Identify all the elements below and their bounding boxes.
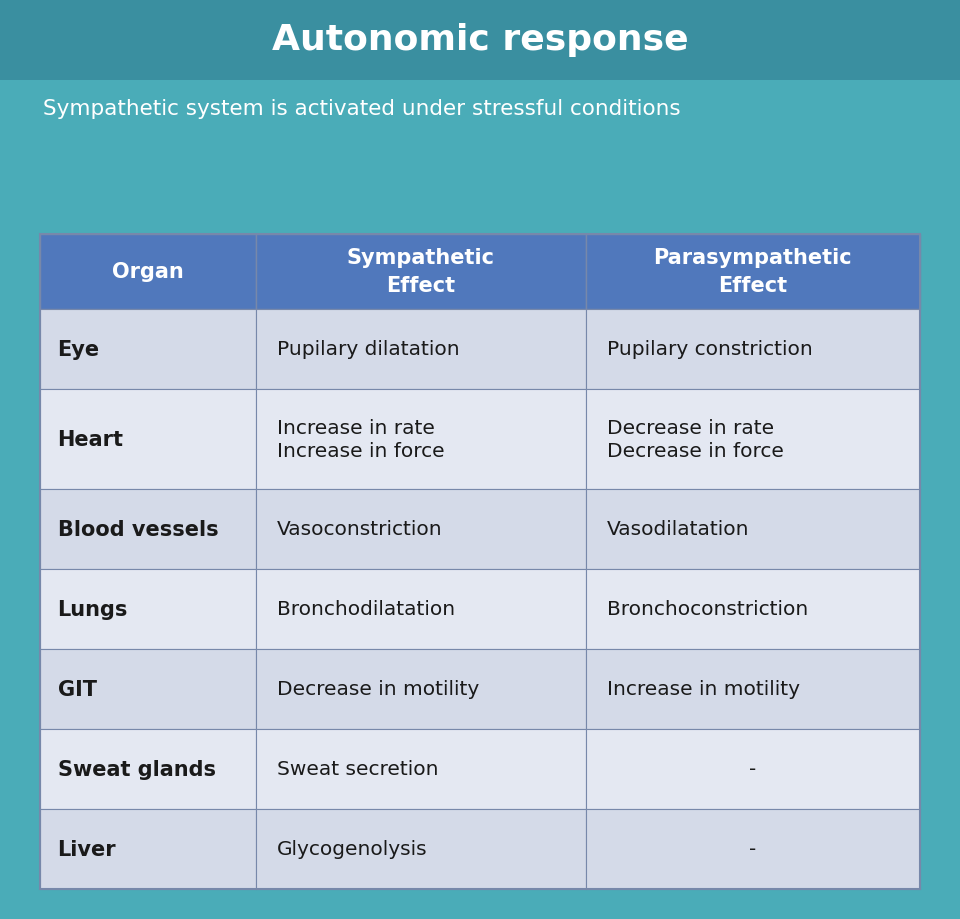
FancyBboxPatch shape <box>40 310 255 390</box>
Text: Pupilary constriction: Pupilary constriction <box>607 340 812 359</box>
Text: Sympathetic system is activated under stressful conditions: Sympathetic system is activated under st… <box>43 99 681 119</box>
Text: GIT: GIT <box>58 679 97 699</box>
Text: Increase in motility: Increase in motility <box>607 679 800 698</box>
FancyBboxPatch shape <box>586 234 920 310</box>
FancyBboxPatch shape <box>255 729 586 809</box>
Text: Vasoconstriction: Vasoconstriction <box>276 520 443 539</box>
FancyBboxPatch shape <box>40 390 255 489</box>
Text: Bronchodilatation: Bronchodilatation <box>276 599 455 618</box>
Text: Parasympathetic
Effect: Parasympathetic Effect <box>654 248 852 296</box>
Text: Sweat secretion: Sweat secretion <box>276 759 439 778</box>
FancyBboxPatch shape <box>586 390 920 489</box>
FancyBboxPatch shape <box>586 649 920 729</box>
Text: -: - <box>749 839 756 858</box>
FancyBboxPatch shape <box>255 234 586 310</box>
Text: Blood vessels: Blood vessels <box>58 519 218 539</box>
Text: Autonomic response: Autonomic response <box>272 24 688 57</box>
FancyBboxPatch shape <box>40 649 255 729</box>
Text: Eye: Eye <box>58 339 100 359</box>
Text: Vasodilatation: Vasodilatation <box>607 520 749 539</box>
FancyBboxPatch shape <box>255 569 586 649</box>
FancyBboxPatch shape <box>586 310 920 390</box>
FancyBboxPatch shape <box>0 0 960 81</box>
Text: Glycogenolysis: Glycogenolysis <box>276 839 427 858</box>
FancyBboxPatch shape <box>255 310 586 390</box>
Text: Sweat glands: Sweat glands <box>58 759 216 778</box>
FancyBboxPatch shape <box>586 729 920 809</box>
FancyBboxPatch shape <box>40 809 255 889</box>
FancyBboxPatch shape <box>40 569 255 649</box>
Text: Pupilary dilatation: Pupilary dilatation <box>276 340 460 359</box>
FancyBboxPatch shape <box>255 809 586 889</box>
FancyBboxPatch shape <box>255 649 586 729</box>
FancyBboxPatch shape <box>40 489 255 569</box>
Text: Bronchoconstriction: Bronchoconstriction <box>607 599 808 618</box>
Text: Heart: Heart <box>58 429 124 449</box>
FancyBboxPatch shape <box>586 489 920 569</box>
FancyBboxPatch shape <box>255 489 586 569</box>
Text: Decrease in rate
Decrease in force: Decrease in rate Decrease in force <box>607 418 783 460</box>
Text: Lungs: Lungs <box>58 599 128 619</box>
FancyBboxPatch shape <box>586 569 920 649</box>
Text: Decrease in motility: Decrease in motility <box>276 679 479 698</box>
Text: Increase in rate
Increase in force: Increase in rate Increase in force <box>276 418 444 460</box>
FancyBboxPatch shape <box>40 234 255 310</box>
Text: Liver: Liver <box>58 839 116 858</box>
Text: Sympathetic
Effect: Sympathetic Effect <box>347 248 494 296</box>
Text: -: - <box>749 759 756 778</box>
FancyBboxPatch shape <box>586 809 920 889</box>
FancyBboxPatch shape <box>40 729 255 809</box>
FancyBboxPatch shape <box>255 390 586 489</box>
Text: Organ: Organ <box>112 262 184 282</box>
